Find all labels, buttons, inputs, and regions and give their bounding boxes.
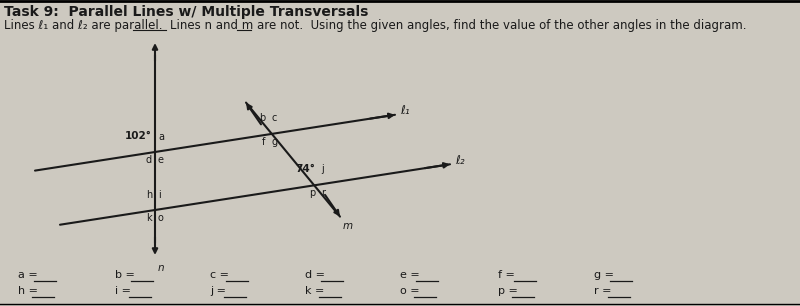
Text: c =: c = (210, 270, 229, 280)
Text: r =: r = (594, 286, 611, 296)
Text: a: a (158, 132, 164, 142)
Text: d =: d = (305, 270, 325, 280)
Text: 102°: 102° (125, 131, 152, 141)
Text: h: h (146, 190, 152, 200)
Text: 74°: 74° (295, 164, 315, 174)
Text: k: k (146, 213, 152, 223)
Text: h =: h = (18, 286, 38, 296)
Text: b: b (258, 114, 265, 124)
Text: o =: o = (400, 286, 420, 296)
Text: i: i (158, 190, 161, 200)
Text: k =: k = (305, 286, 324, 296)
Text: f =: f = (498, 270, 515, 280)
Text: j =: j = (210, 286, 226, 296)
Text: i =: i = (115, 286, 131, 296)
Text: n: n (158, 263, 165, 273)
Text: r: r (321, 188, 325, 198)
Text: b =: b = (115, 270, 135, 280)
Text: g: g (271, 137, 277, 147)
Text: ℓ₁: ℓ₁ (400, 104, 410, 117)
Text: d: d (146, 155, 152, 165)
Text: e =: e = (400, 270, 420, 280)
Text: o: o (158, 213, 164, 223)
Text: a =: a = (18, 270, 38, 280)
Text: c: c (271, 114, 276, 124)
Text: m: m (343, 221, 353, 231)
Text: g =: g = (594, 270, 614, 280)
Text: f: f (262, 137, 265, 147)
Text: Task 9:  Parallel Lines w/ Multiple Transversals: Task 9: Parallel Lines w/ Multiple Trans… (4, 5, 368, 19)
Text: p: p (309, 188, 315, 198)
Text: Lines ℓ₁ and ℓ₂ are parallel.  Lines n and m are not.  Using the given angles, f: Lines ℓ₁ and ℓ₂ are parallel. Lines n an… (4, 19, 746, 32)
Text: e: e (158, 155, 164, 165)
Text: ℓ₂: ℓ₂ (455, 154, 465, 167)
Text: j: j (321, 164, 324, 174)
Text: p =: p = (498, 286, 518, 296)
